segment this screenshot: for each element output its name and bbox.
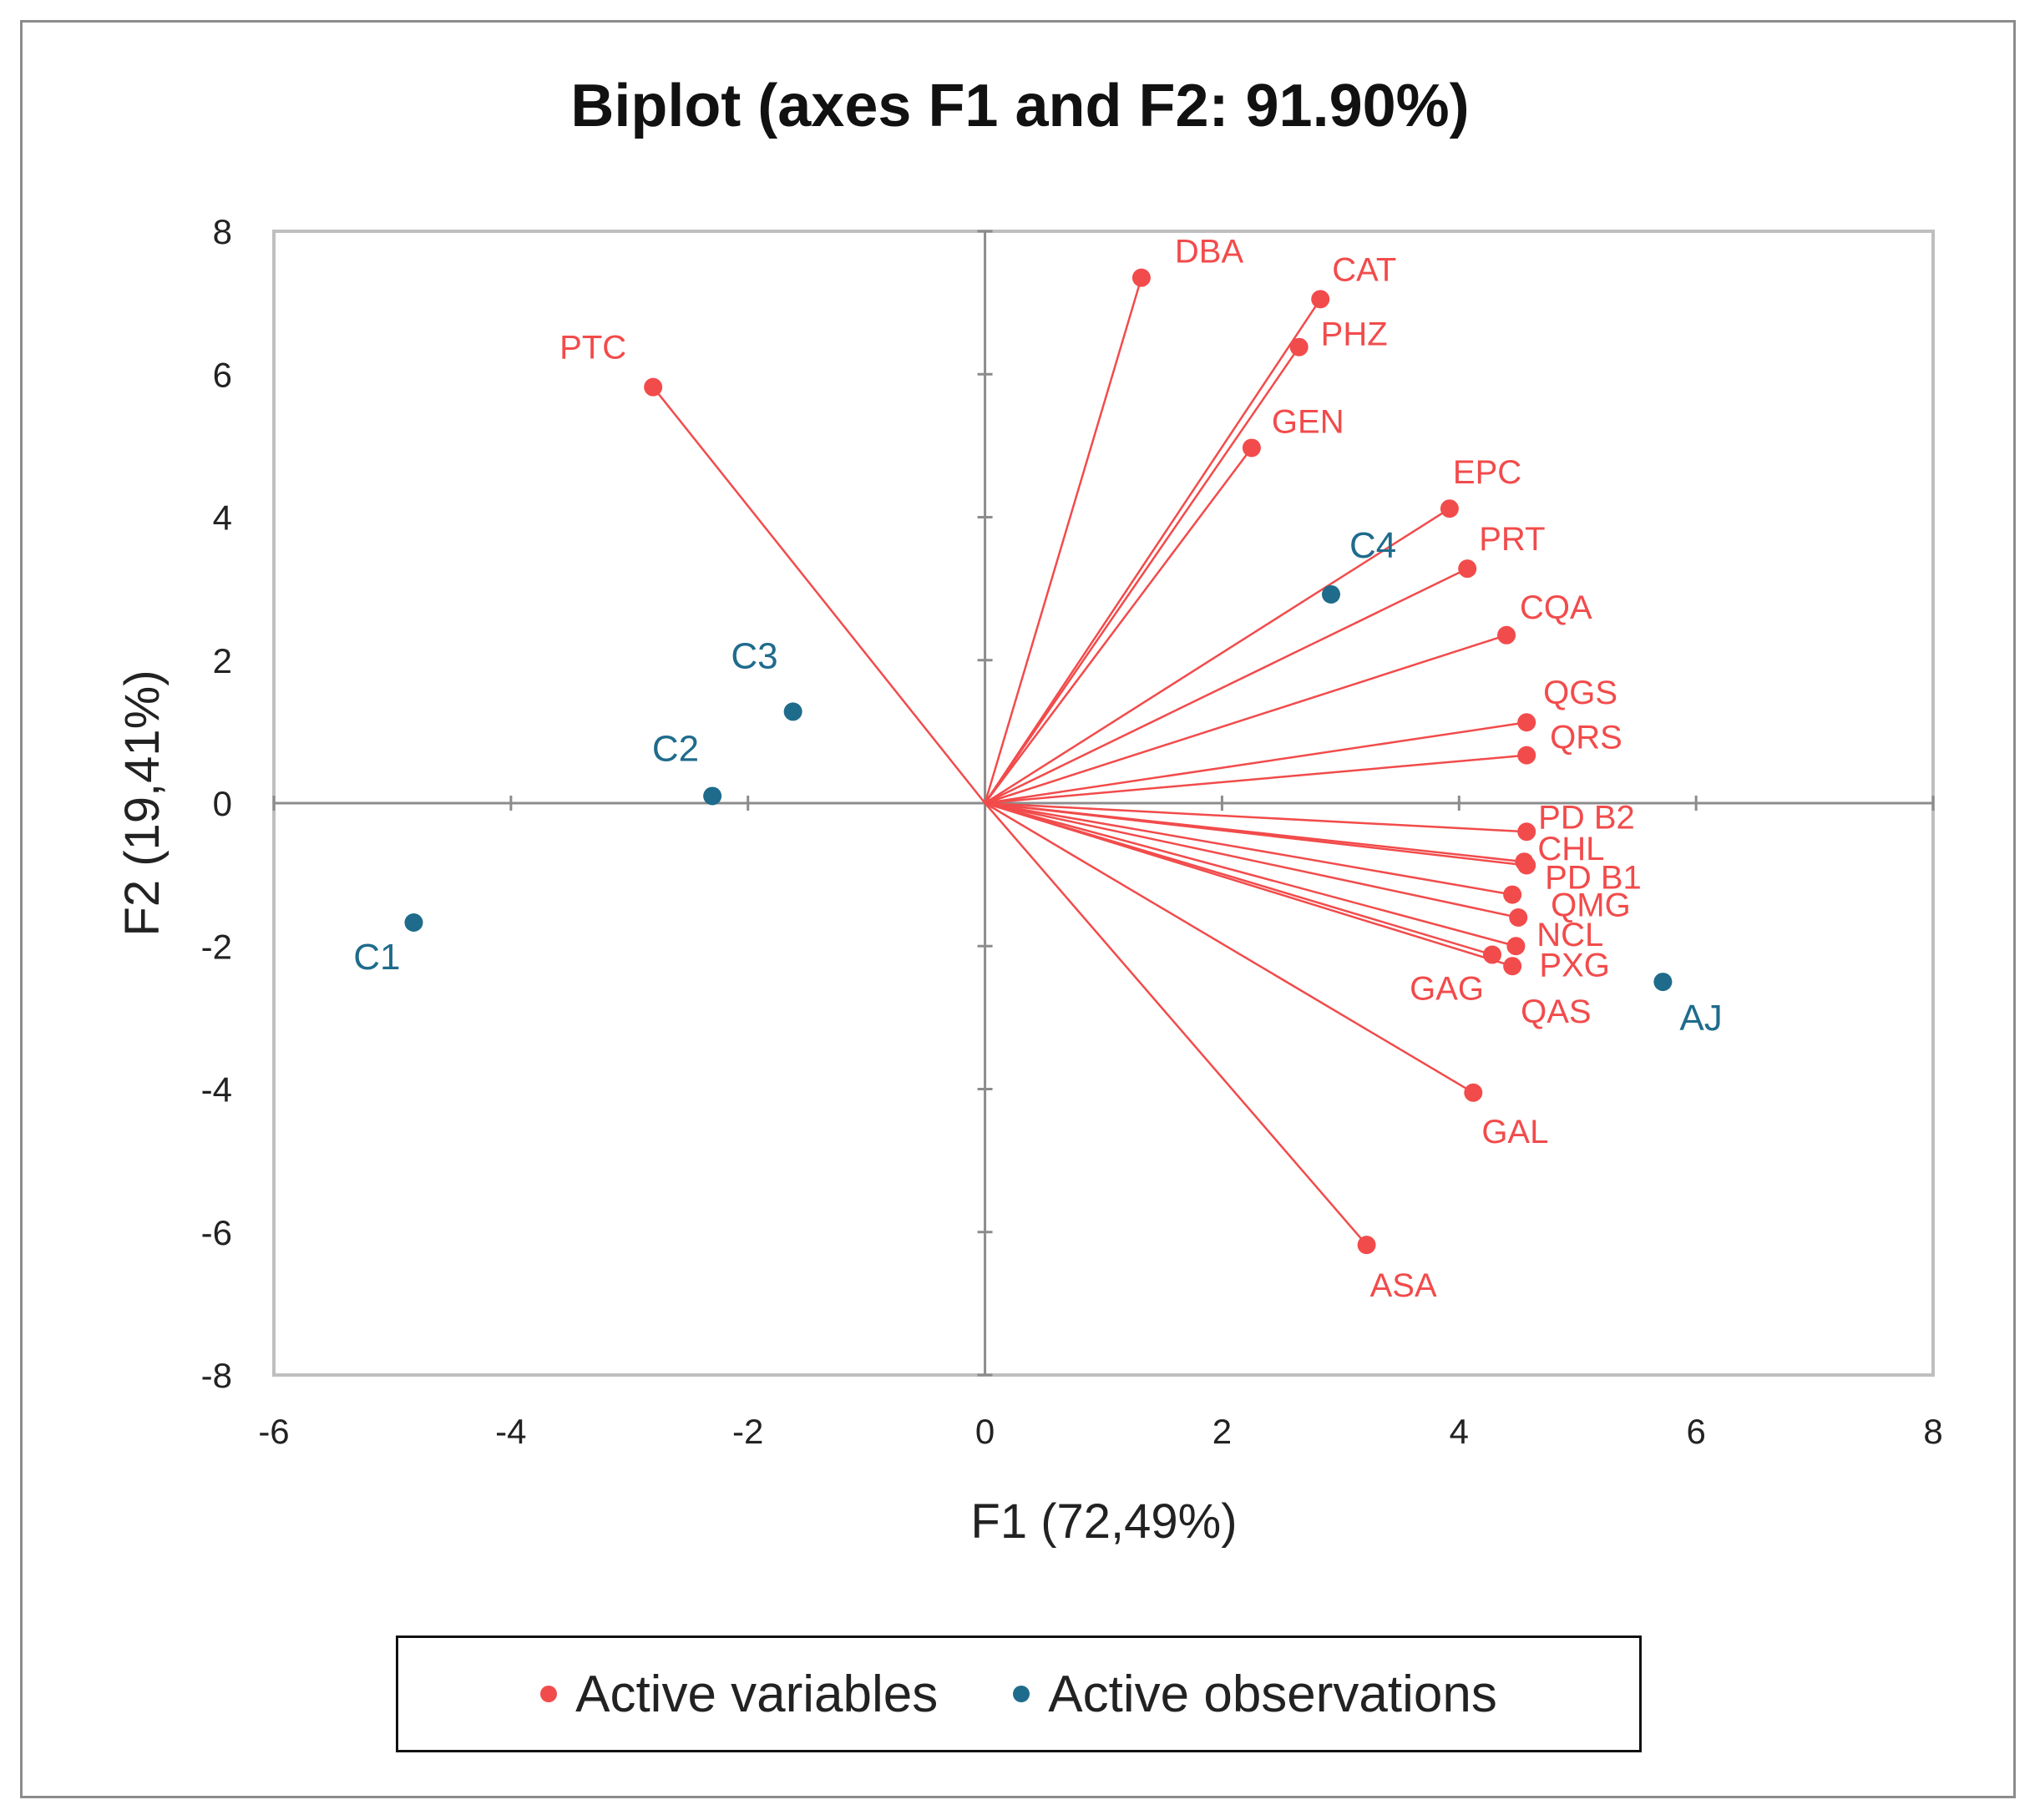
point-gen <box>1242 438 1261 458</box>
vector-qmg <box>985 801 1513 896</box>
label-dba: DBA <box>1175 234 1244 270</box>
point-aj <box>1653 973 1673 992</box>
legend-item-variables: Active variables <box>540 1665 938 1724</box>
x-tick-label: -4 <box>495 1412 526 1451</box>
y-tick-label: 2 <box>213 641 232 680</box>
vector-asa <box>984 802 1368 1246</box>
x-tick-label: 2 <box>1212 1412 1232 1451</box>
vector-dba <box>984 277 1143 804</box>
vector-pd-b1 <box>985 801 1527 867</box>
label-qrs: QRS <box>1550 720 1622 756</box>
label-c2: C2 <box>652 728 699 769</box>
y-tick-label: 0 <box>213 784 232 823</box>
point-dba <box>1131 268 1151 287</box>
y-tick-label: -4 <box>201 1070 232 1110</box>
point-c2 <box>703 786 722 806</box>
point-c1 <box>404 913 423 932</box>
point-qas <box>1503 957 1522 976</box>
label-phz: PHZ <box>1321 316 1388 353</box>
x-tick-label: 0 <box>975 1412 995 1451</box>
point-pd-b2 <box>1517 822 1536 842</box>
x-tick-label: 6 <box>1686 1412 1705 1451</box>
vector-cqa <box>985 634 1507 805</box>
point-qrs <box>1517 746 1536 765</box>
label-cqa: CQA <box>1520 589 1592 626</box>
label-c1: C1 <box>353 937 400 978</box>
label-ptc: PTC <box>559 330 626 367</box>
vector-phz <box>984 346 1300 804</box>
label-pd-b1: PD B1 <box>1545 859 1642 896</box>
point-qmg <box>1503 885 1522 904</box>
x-tick-label: -6 <box>258 1412 289 1451</box>
y-tick-label: 4 <box>213 498 232 538</box>
label-qgs: QGS <box>1543 675 1617 711</box>
label-ncl: NCL <box>1536 917 1603 953</box>
label-prt: PRT <box>1479 521 1545 558</box>
label-chl: CHL <box>1537 831 1604 867</box>
point-cat <box>1311 290 1330 309</box>
legend-observations-label: Active observations <box>1048 1665 1497 1723</box>
x-tick-label: -2 <box>732 1412 763 1451</box>
label-gag: GAG <box>1410 971 1484 1008</box>
legend-item-observations: Active observations <box>1013 1665 1497 1724</box>
label-c4: C4 <box>1349 525 1396 566</box>
vector-qgs <box>985 721 1527 805</box>
y-tick-label: 6 <box>213 355 232 394</box>
label-cat: CAT <box>1332 251 1396 288</box>
point-ptc <box>644 377 663 397</box>
point-cqa <box>1497 625 1516 645</box>
label-qmg: QMG <box>1551 887 1631 924</box>
chart-frame <box>20 20 2016 1798</box>
vector-gal <box>984 801 1474 1094</box>
legend: Active variables Active observations <box>396 1635 1642 1752</box>
x-tick-label: 4 <box>1450 1412 1469 1451</box>
label-gen: GEN <box>1272 403 1344 440</box>
point-c3 <box>783 702 802 721</box>
vector-ncl <box>985 801 1519 919</box>
point-qgs <box>1517 713 1536 732</box>
vector-gag <box>985 801 1493 956</box>
y-tick-label: 8 <box>213 212 232 251</box>
vector-prt <box>985 568 1468 805</box>
x-tick-label: 8 <box>1923 1412 1942 1451</box>
y-tick-label: -2 <box>201 927 232 966</box>
vector-gen <box>984 447 1253 804</box>
vector-qrs <box>985 754 1527 805</box>
point-gag <box>1483 945 1502 964</box>
label-pxg: PXG <box>1539 947 1609 983</box>
vector-pxg <box>985 801 1516 948</box>
label-epc: EPC <box>1453 454 1521 491</box>
point-phz <box>1289 337 1309 356</box>
point-pxg <box>1506 937 1526 956</box>
vector-ptc <box>652 386 986 804</box>
legend-variables-label: Active variables <box>575 1665 939 1723</box>
point-epc <box>1440 499 1459 518</box>
label-qas: QAS <box>1521 993 1591 1030</box>
label-c3: C3 <box>731 635 777 676</box>
label-aj: AJ <box>1679 998 1722 1039</box>
label-pd-b2: PD B2 <box>1538 799 1635 836</box>
point-c4 <box>1322 584 1341 604</box>
y-axis-title: F2 (19,41%) <box>115 670 170 936</box>
point-pd-b1 <box>1517 856 1536 875</box>
legend-observations-marker <box>1013 1686 1030 1702</box>
point-gal <box>1464 1083 1483 1102</box>
vector-cat <box>984 298 1322 804</box>
y-tick-label: -8 <box>201 1356 232 1395</box>
chart-title: Biplot (axes F1 and F2: 91.90%) <box>570 73 1470 139</box>
label-gal: GAL <box>1481 1114 1548 1150</box>
label-asa: ASA <box>1370 1267 1437 1304</box>
point-asa <box>1357 1236 1376 1255</box>
vector-pd-b2 <box>985 801 1527 833</box>
y-tick-label: -6 <box>201 1213 232 1252</box>
point-ncl <box>1509 908 1528 927</box>
x-axis-title: F1 (72,49%) <box>970 1494 1237 1549</box>
legend-variables-marker <box>540 1686 558 1702</box>
point-prt <box>1458 559 1477 579</box>
vector-epc <box>984 508 1450 805</box>
